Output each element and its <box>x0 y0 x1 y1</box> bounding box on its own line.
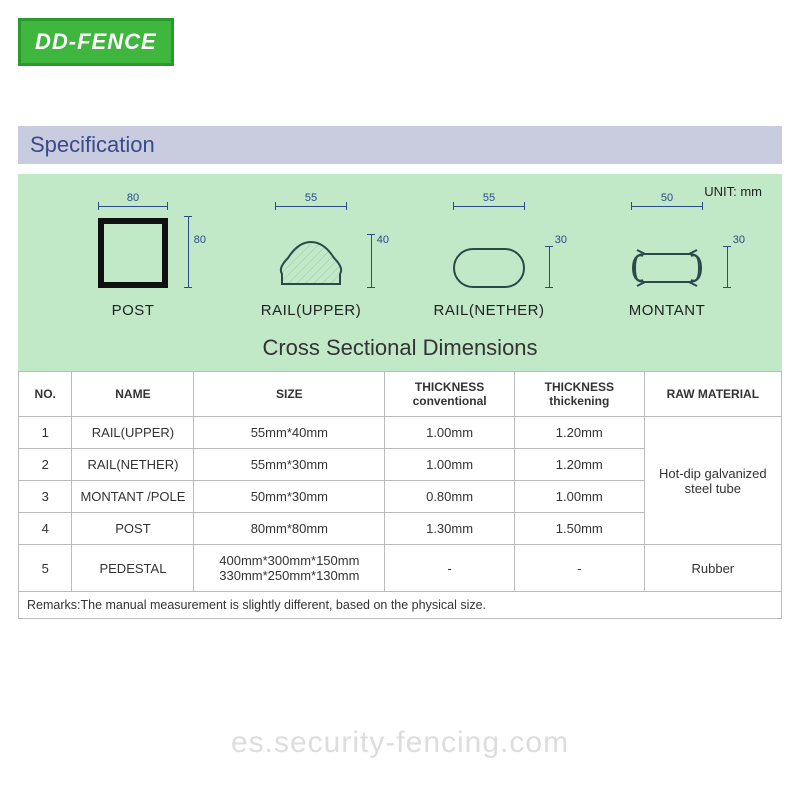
cell: 80mm*80mm <box>194 513 385 545</box>
cell: RAIL(UPPER) <box>72 417 194 449</box>
remarks: Remarks:The manual measurement is slight… <box>18 592 782 619</box>
rail-nether-cross-section-icon <box>453 248 525 288</box>
table-row: 1 RAIL(UPPER) 55mm*40mm 1.00mm 1.20mm Ho… <box>19 417 782 449</box>
col-no: NO. <box>19 372 72 417</box>
unit-label: UNIT: mm <box>704 184 762 199</box>
cell: 0.80mm <box>385 481 515 513</box>
cell: 3 <box>19 481 72 513</box>
table-header-row: NO. NAME SIZE THICKNESS conventional THI… <box>19 372 782 417</box>
diagram-block: UNIT: mm 80 80 POST 55 40 <box>18 174 782 371</box>
cell: 1.50mm <box>514 513 644 545</box>
cell: 1 <box>19 417 72 449</box>
shape-rail-nether: 55 30 RAIL(NETHER) <box>400 198 578 319</box>
col-name: NAME <box>72 372 194 417</box>
cell: 1.20mm <box>514 449 644 481</box>
watermark: es.security-fencing.com <box>0 726 800 760</box>
cell: 1.00mm <box>385 449 515 481</box>
cell: POST <box>72 513 194 545</box>
cell: - <box>385 545 515 592</box>
cell: 2 <box>19 449 72 481</box>
cell-material: Rubber <box>644 545 781 592</box>
cell: 50mm*30mm <box>194 481 385 513</box>
shape-label: POST <box>112 302 155 319</box>
cell: PEDESTAL <box>72 545 194 592</box>
montant-cross-section-icon <box>631 248 703 288</box>
cell: 5 <box>19 545 72 592</box>
cell: - <box>514 545 644 592</box>
dim-height: 30 <box>733 234 745 246</box>
post-cross-section-icon <box>98 218 168 288</box>
section-header: Specification <box>18 126 782 164</box>
shape-label: RAIL(UPPER) <box>261 302 362 319</box>
cell: 1.20mm <box>514 417 644 449</box>
cell-material: Hot-dip galvanized steel tube <box>644 417 781 545</box>
cell: 55mm*40mm <box>194 417 385 449</box>
shape-post: 80 80 POST <box>44 198 222 319</box>
diagram-title: Cross Sectional Dimensions <box>36 335 764 361</box>
dim-height: 40 <box>377 234 389 246</box>
shape-rail-upper: 55 40 RAIL(UPPER) <box>222 198 400 319</box>
cell: 4 <box>19 513 72 545</box>
cell: 400mm*300mm*150mm 330mm*250mm*130mm <box>194 545 385 592</box>
cell: 1.00mm <box>385 417 515 449</box>
col-size: SIZE <box>194 372 385 417</box>
shape-label: MONTANT <box>629 302 706 319</box>
table-row: 5 PEDESTAL 400mm*300mm*150mm 330mm*250mm… <box>19 545 782 592</box>
cell: MONTANT /POLE <box>72 481 194 513</box>
cell: 1.30mm <box>385 513 515 545</box>
dim-height: 80 <box>194 234 206 246</box>
shape-montant: 50 30 MONTANT <box>578 198 756 319</box>
shapes-row: 80 80 POST 55 40 RAIL(UPPER) <box>36 188 764 319</box>
col-material: RAW MATERIAL <box>644 372 781 417</box>
cell: 1.00mm <box>514 481 644 513</box>
shape-label: RAIL(NETHER) <box>433 302 544 319</box>
col-thk-conv: THICKNESS conventional <box>385 372 515 417</box>
dim-height: 30 <box>555 234 567 246</box>
cell: 55mm*30mm <box>194 449 385 481</box>
cell: RAIL(NETHER) <box>72 449 194 481</box>
rail-upper-cross-section-icon <box>276 236 346 288</box>
brand-logo: DD-FENCE <box>18 18 174 66</box>
spec-table: NO. NAME SIZE THICKNESS conventional THI… <box>18 371 782 592</box>
col-thk-thick: THICKNESS thickening <box>514 372 644 417</box>
